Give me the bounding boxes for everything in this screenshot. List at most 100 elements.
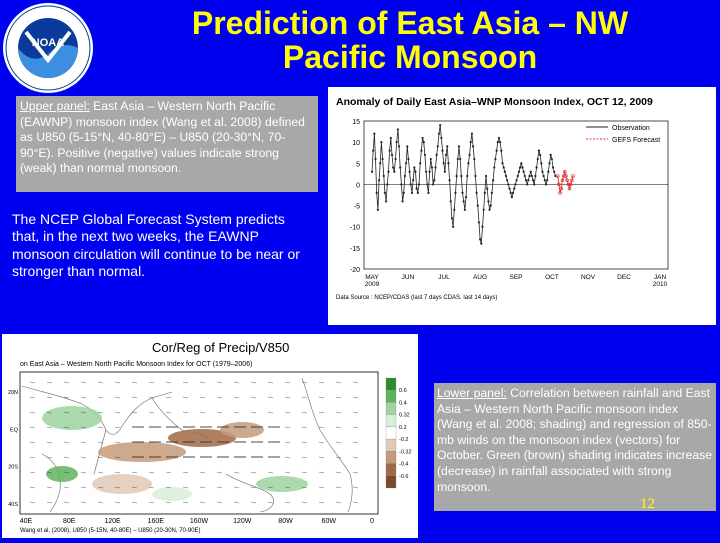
observation-point — [540, 162, 543, 165]
wind-vector — [284, 456, 291, 459]
observation-point — [457, 145, 461, 148]
wind-vector — [29, 396, 36, 399]
wind-vector — [267, 381, 274, 384]
wind-vector — [97, 411, 104, 414]
observation-point — [410, 191, 414, 194]
chart-source: Data Source : NCEP/CDAS (last 7 days CDA… — [336, 295, 497, 301]
chart-x-tick-label: JUL — [438, 274, 450, 281]
wind-vector — [148, 471, 155, 474]
observation-point — [393, 170, 396, 173]
wind-vector — [182, 411, 189, 414]
observation-point — [463, 208, 466, 211]
observation-point — [533, 183, 536, 186]
observation-point — [495, 149, 498, 152]
observation-point — [541, 170, 544, 173]
wind-vector — [80, 471, 87, 474]
wind-vector — [216, 501, 223, 504]
wind-vector — [216, 471, 223, 474]
correlation-map-panel: Cor/Reg of Precip/V850 on East Asia – We… — [2, 334, 418, 538]
wind-vector — [63, 426, 70, 429]
observation-point — [536, 157, 539, 161]
observation-point — [402, 191, 405, 194]
wind-vector — [352, 456, 359, 459]
wind-vector — [182, 501, 189, 504]
wind-vector — [250, 471, 257, 474]
observation-point — [551, 166, 555, 169]
wind-vector — [97, 456, 104, 459]
wind-vector — [233, 501, 240, 504]
observation-point — [437, 132, 441, 135]
wind-vector — [233, 411, 240, 414]
observation-point — [441, 149, 444, 152]
observation-point — [502, 166, 505, 169]
observation-point — [469, 141, 472, 144]
observation-point — [401, 200, 404, 203]
observation-point — [470, 132, 474, 135]
observation-point — [520, 162, 523, 165]
observation-point — [385, 200, 388, 203]
upper-panel-caption: Upper panel: East Asia – Western North P… — [16, 96, 318, 192]
wind-vector — [284, 501, 291, 504]
noaa-logo-text: NOAA — [32, 37, 64, 49]
wind-vector — [284, 471, 291, 474]
wind-vector — [97, 471, 104, 474]
chart-x-tick-label: AUG — [473, 274, 487, 281]
observation-point — [392, 166, 395, 169]
observation-point — [486, 187, 489, 190]
wind-vector — [318, 471, 325, 474]
chart-title: Anomaly of Daily East Asia–WNP Monsoon I… — [336, 96, 653, 108]
wind-vector — [131, 486, 138, 489]
observation-point — [548, 162, 551, 165]
observation-point — [519, 166, 522, 169]
observation-point — [474, 174, 477, 178]
wind-vector — [335, 501, 342, 504]
observation-point — [395, 141, 398, 144]
wind-vector — [114, 456, 121, 459]
colorbar-tick-label: 0.4 — [399, 400, 407, 406]
wind-vector — [182, 486, 189, 489]
wind-vector — [80, 456, 87, 459]
wind-vector — [97, 381, 104, 384]
wind-vector — [97, 426, 104, 429]
chart-x-tick-label: DEC — [617, 274, 631, 281]
wind-vector — [182, 471, 189, 474]
observation-point — [379, 162, 382, 165]
map-x-tick-label: 0 — [370, 518, 374, 525]
forecast-point — [557, 182, 561, 187]
forecast-point — [560, 178, 565, 182]
observation-point — [380, 141, 383, 144]
wind-vector — [165, 411, 172, 414]
observation-point — [389, 136, 392, 140]
wind-vector — [267, 501, 274, 504]
wind-vector — [216, 411, 223, 414]
colorbar-segment — [385, 451, 397, 464]
observation-point — [426, 183, 429, 186]
observation-point — [501, 162, 504, 165]
observation-point — [414, 170, 417, 173]
wind-vector — [29, 426, 36, 429]
forecast-point — [563, 169, 567, 174]
wind-vector — [199, 486, 206, 489]
observation-point — [386, 183, 389, 186]
observation-point — [491, 179, 495, 182]
observation-point — [526, 183, 529, 186]
colorbar-segment — [385, 438, 397, 452]
observation-point — [444, 153, 448, 156]
wind-vector — [29, 486, 36, 489]
wind-vector — [63, 396, 70, 399]
observation-point — [516, 174, 519, 178]
observation-point — [450, 217, 454, 220]
colorbar-tick-label: -0.2 — [399, 437, 408, 443]
wind-vector — [46, 486, 53, 489]
observation-point — [481, 225, 484, 228]
chart-x-tick-label: SEP — [509, 274, 522, 281]
wind-vector — [97, 396, 104, 399]
map-x-tick-label: 120W — [233, 518, 252, 525]
monsoon-index-chart: Anomaly of Daily East Asia–WNP Monsoon I… — [328, 87, 716, 325]
wind-vector — [131, 501, 138, 504]
map-y-tick-label: 20S — [8, 465, 18, 471]
observation-point — [471, 145, 475, 148]
wind-vector — [318, 486, 325, 489]
map-y-tick-label: 40S — [8, 502, 18, 508]
wind-vector — [284, 396, 291, 399]
